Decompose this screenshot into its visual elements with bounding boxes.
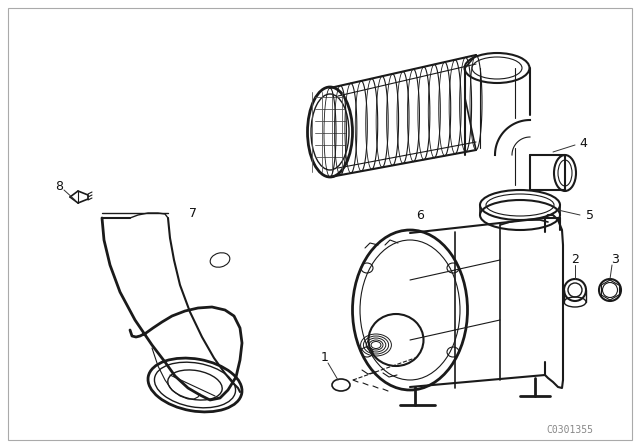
Text: 6: 6 (416, 208, 424, 221)
Text: 8: 8 (55, 180, 63, 193)
Text: 7: 7 (189, 207, 197, 220)
Text: 2: 2 (571, 253, 579, 266)
Text: 1: 1 (321, 350, 329, 363)
Text: 4: 4 (579, 137, 587, 150)
Text: 5: 5 (586, 208, 594, 221)
Text: C0301355: C0301355 (547, 425, 593, 435)
Text: 3: 3 (611, 253, 619, 266)
